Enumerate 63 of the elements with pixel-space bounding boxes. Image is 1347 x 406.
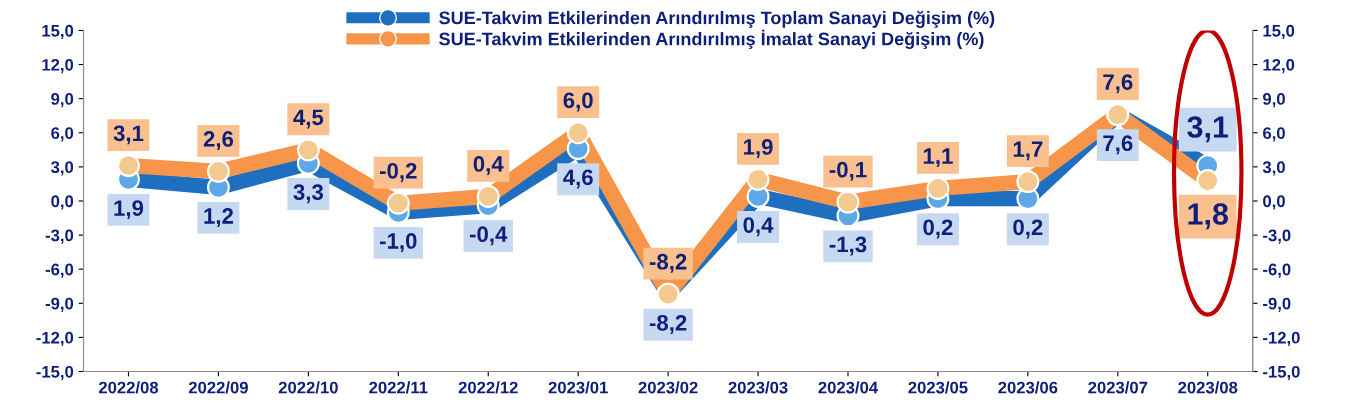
y2-tick-label: 0,0 bbox=[1263, 195, 1285, 210]
y2-tick-label: 9,0 bbox=[1263, 93, 1285, 108]
x-tick-label: 2022/09 bbox=[188, 381, 248, 394]
y2-tick-label: -15,0 bbox=[1263, 365, 1300, 381]
y2-tick-label: 12,0 bbox=[1263, 58, 1295, 74]
y2-tick-label: -6,0 bbox=[1263, 263, 1291, 278]
data-label: 1,9 bbox=[114, 200, 144, 220]
y2-tick-label: -3,0 bbox=[1263, 229, 1291, 244]
data-label: 3,3 bbox=[293, 184, 323, 204]
x-tick-label: 2023/07 bbox=[1088, 381, 1148, 394]
y-tick-label: -6,0 bbox=[45, 263, 74, 278]
x-tick-label: 2023/02 bbox=[638, 381, 698, 394]
data-label: 7,6 bbox=[1103, 135, 1133, 155]
data-label: 4,6 bbox=[563, 169, 593, 189]
y-tick-label: -9,0 bbox=[45, 297, 74, 312]
y-tick-label: 9,0 bbox=[51, 93, 74, 108]
y-tick-label: 3,0 bbox=[51, 161, 74, 176]
data-label: 3,1 bbox=[1187, 116, 1229, 143]
data-label: 4,5 bbox=[293, 109, 324, 129]
x-tick-label: 2023/08 bbox=[1178, 381, 1238, 394]
y-tick-label: 15,0 bbox=[42, 24, 74, 40]
y2-tick-label: -9,0 bbox=[1263, 297, 1291, 312]
data-label: 3,1 bbox=[113, 125, 144, 145]
x-tick-label: 2022/08 bbox=[98, 381, 159, 394]
x-tick-label: 2022/11 bbox=[369, 381, 428, 394]
data-label: 0,4 bbox=[743, 217, 774, 237]
data-label: -8,2 bbox=[649, 314, 687, 334]
x-tick-label: 2023/04 bbox=[818, 381, 879, 394]
y-tick-label: -12,0 bbox=[36, 331, 74, 347]
y-tick-label: 6,0 bbox=[51, 127, 74, 142]
data-label: 1,1 bbox=[923, 148, 953, 168]
x-tick-label: 2022/10 bbox=[278, 381, 338, 394]
data-label: -1,0 bbox=[380, 233, 417, 253]
x-tick-label: 2023/05 bbox=[908, 381, 968, 394]
data-label: 7,6 bbox=[1103, 74, 1133, 94]
data-label: -0,1 bbox=[829, 161, 867, 181]
data-label: 0,2 bbox=[1013, 219, 1043, 239]
data-label: 1,2 bbox=[204, 208, 233, 228]
y2-tick-label: -12,0 bbox=[1263, 331, 1300, 347]
data-label: 1,7 bbox=[1013, 141, 1043, 161]
data-label: 0,4 bbox=[473, 156, 504, 176]
legend-label: SUE-Takvim Etkilerinden Arındırılmış İmalat Sanayi Değişim (%) bbox=[439, 29, 984, 49]
x-tick-label: 2022/12 bbox=[458, 381, 518, 394]
y-tick-label: -3,0 bbox=[45, 229, 74, 244]
data-label: -8,2 bbox=[649, 253, 687, 273]
y2-tick-label: 15,0 bbox=[1263, 24, 1295, 40]
data-label: -1,3 bbox=[829, 236, 867, 256]
y-tick-label: -15,0 bbox=[36, 365, 74, 381]
y-tick-label: 0,0 bbox=[51, 195, 74, 210]
y2-tick-label: 6,0 bbox=[1263, 127, 1285, 142]
data-label: 6,0 bbox=[563, 92, 593, 112]
y2-tick-label: 3,0 bbox=[1262, 161, 1285, 176]
x-tick-label: 2023/06 bbox=[998, 381, 1058, 394]
x-tick-label: 2023/03 bbox=[728, 381, 788, 394]
data-label: 1,8 bbox=[1188, 203, 1229, 230]
data-label: 1,9 bbox=[744, 139, 773, 158]
x-tick-label: 2023/01 bbox=[548, 381, 608, 394]
data-label: -0,2 bbox=[380, 162, 417, 182]
data-label: 2,6 bbox=[203, 131, 234, 151]
legend-label: SUE-Takvim Etkilerinden Arındırılmış Toplam Sanayi Değişim (%) bbox=[439, 10, 995, 28]
data-label: 0,2 bbox=[923, 219, 953, 239]
data-label: -0,4 bbox=[469, 226, 508, 246]
y-tick-label: 12,0 bbox=[42, 58, 74, 74]
